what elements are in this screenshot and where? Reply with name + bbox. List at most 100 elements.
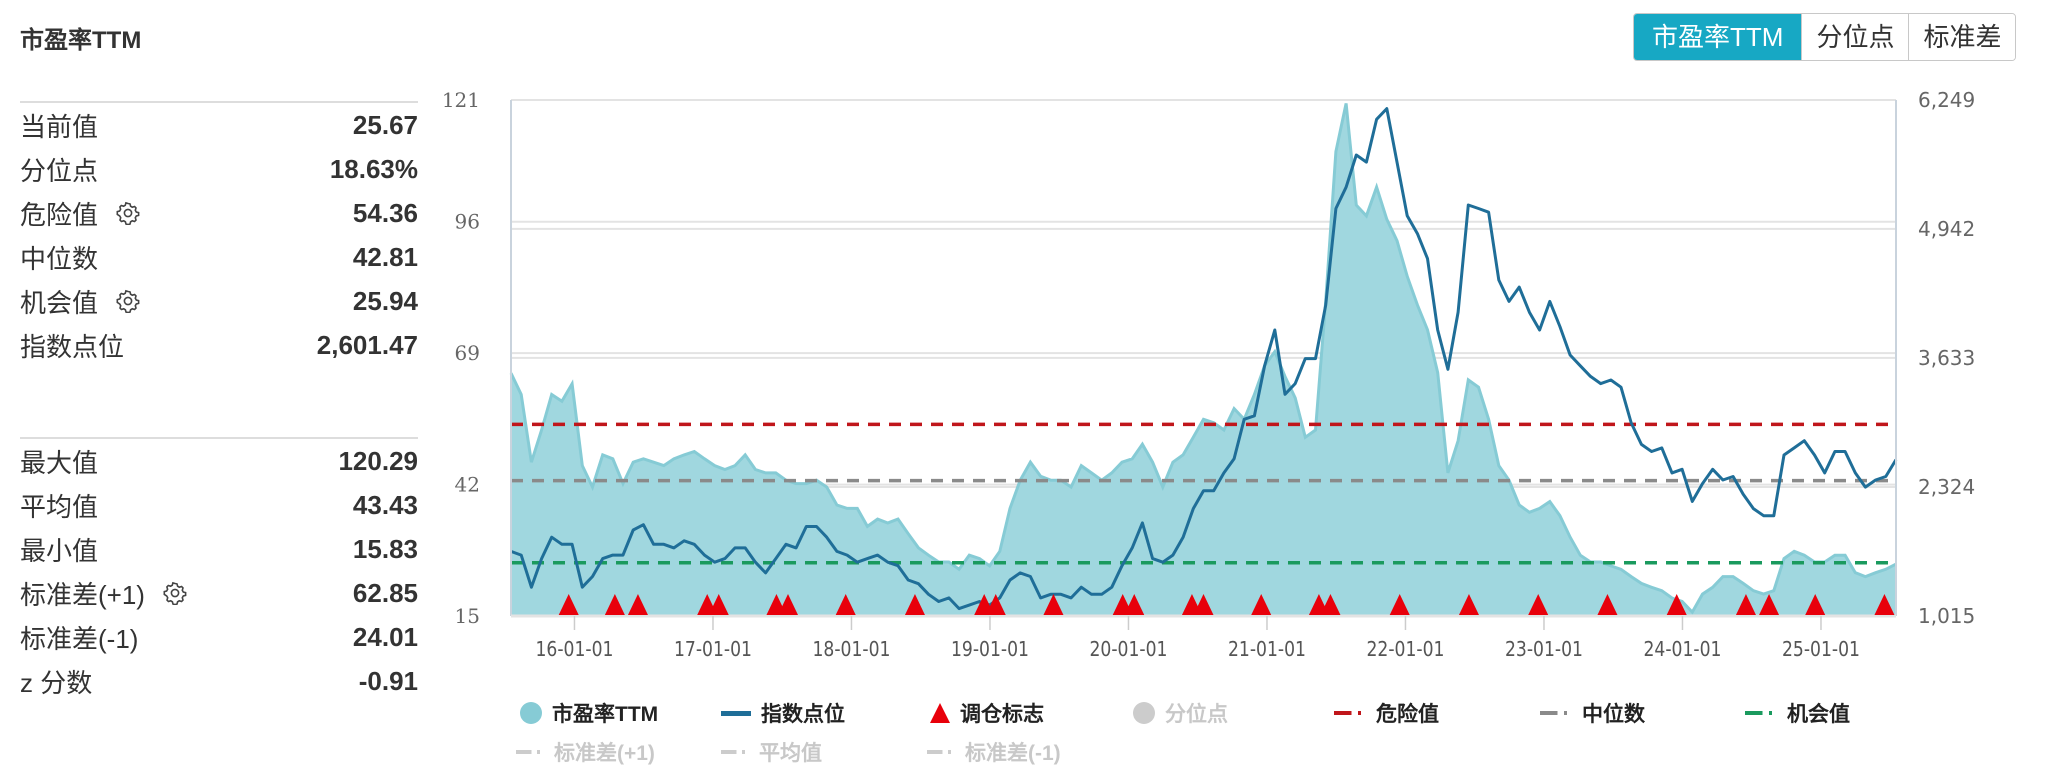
legend-label: 指数点位 (761, 703, 845, 726)
stat-label: 指数点位 (20, 331, 125, 362)
legend-item-std-plus[interactable]: 标准差(+1) (516, 737, 655, 767)
stat-label-wrap: 中位数 (20, 239, 98, 276)
stat-label-wrap: 机会值 (20, 283, 140, 320)
legend-label: 市盈率TTM (552, 703, 659, 726)
legend-item-index[interactable]: 指数点位 (721, 698, 845, 728)
divider (20, 101, 418, 103)
rebalance-marker (627, 594, 648, 615)
gear-icon[interactable] (116, 289, 140, 313)
legend-item-median[interactable]: 中位数 (1540, 698, 1645, 728)
legend-label: 中位数 (1582, 703, 1645, 726)
x-tick-label: 20-01-01 (1089, 637, 1167, 661)
stat-row: 中位数 42.81 (20, 235, 418, 279)
stat-value: 120.29 (338, 445, 418, 476)
stat-label: 最小值 (20, 535, 99, 566)
divider (20, 437, 418, 439)
legend-item-danger[interactable]: 危险值 (1334, 698, 1439, 728)
pe-ttm-line (509, 103, 1897, 615)
stat-value: 43.43 (352, 489, 418, 520)
legend-label: 机会值 (1787, 703, 1850, 726)
stat-label: 平均值 (20, 491, 99, 522)
stat-value: 25.94 (352, 285, 418, 316)
dash-icon (927, 750, 955, 754)
tab-percentile[interactable]: 分位点 (1801, 14, 1909, 60)
gear-icon[interactable] (163, 581, 187, 605)
rebalance-marker (1528, 594, 1549, 615)
x-tick-label: 22-01-01 (1366, 637, 1444, 661)
legend-item-std-minus[interactable]: 标准差(-1) (927, 737, 1061, 767)
legend-item-mean[interactable]: 平均值 (721, 737, 822, 767)
rebalance-marker (1251, 594, 1272, 615)
stat-label-wrap: 最小值 (20, 531, 98, 568)
stat-label: 标准差(+1) (20, 579, 145, 610)
left-tick-label: 96 (455, 210, 480, 234)
legend-label: 标准差(+1) (554, 742, 655, 765)
right-tick-label: 3,633 (1918, 346, 1975, 370)
stat-value: 18.63% (329, 153, 418, 184)
stat-label-wrap: 危险值 (20, 195, 140, 232)
stat-row: z 分数 -0.91 (20, 659, 418, 703)
rebalance-marker (604, 594, 625, 615)
legend-label: 标准差(-1) (965, 742, 1061, 765)
rebalance-marker (1666, 594, 1687, 615)
stat-label-wrap: 标准差(+1) (20, 575, 187, 612)
x-tick-label: 24-01-01 (1643, 637, 1721, 661)
rebalance-marker (1458, 594, 1479, 615)
stat-label-wrap: 标准差(-1) (20, 619, 138, 656)
triangle-icon (930, 703, 950, 723)
left-tick-label: 121 (442, 88, 480, 112)
x-tick-label: 16-01-01 (535, 637, 613, 661)
right-tick-label: 4,942 (1918, 217, 1975, 241)
legend-item-percentile[interactable]: 分位点 (1133, 698, 1228, 728)
metric-toggle: 市盈率TTM 分位点 标准差 (1633, 13, 2017, 61)
x-tick-label: 19-01-01 (951, 637, 1029, 661)
index-points-line (510, 107, 1898, 611)
rebalance-marker (1759, 594, 1780, 615)
legend-label: 分位点 (1165, 703, 1228, 726)
stat-label-wrap: z 分数 (20, 663, 92, 700)
stat-value: 24.01 (352, 621, 418, 652)
stat-label-wrap: 最大值 (20, 443, 98, 480)
line-icon (721, 710, 751, 716)
pe-ttm-area (511, 103, 1896, 616)
rebalance-marker (1389, 594, 1410, 615)
rebalance-marker (1874, 594, 1895, 615)
stat-label: z 分数 (20, 667, 93, 698)
legend-label: 调仓标志 (960, 703, 1044, 726)
stat-row: 分位点 18.63% (20, 147, 418, 191)
stat-label-wrap: 指数点位 (20, 327, 124, 364)
rebalance-marker (1193, 594, 1214, 615)
x-tick-label: 21-01-01 (1228, 637, 1306, 661)
stat-label-wrap: 平均值 (20, 487, 98, 524)
stat-value: 54.36 (352, 197, 418, 228)
stat-value: 62.85 (352, 577, 418, 608)
circle-icon (1133, 702, 1155, 724)
dash-icon (1745, 711, 1777, 715)
gear-icon[interactable] (116, 201, 140, 225)
tab-pe-ttm[interactable]: 市盈率TTM (1634, 14, 1802, 60)
stat-label: 标准差(-1) (20, 623, 139, 654)
stat-value: 25.67 (352, 109, 418, 140)
stat-value: 2,601.47 (316, 329, 418, 360)
right-tick-label: 1,015 (1918, 604, 1975, 628)
stat-label: 当前值 (20, 111, 99, 142)
tab-std-dev[interactable]: 标准差 (1908, 14, 2016, 60)
stat-value: 42.81 (352, 241, 418, 272)
stat-row: 最小值 15.83 (20, 527, 418, 571)
stat-value: -0.91 (358, 665, 418, 696)
rebalance-marker (1805, 594, 1826, 615)
legend-item-rebalance[interactable]: 调仓标志 (930, 698, 1044, 728)
stat-row: 平均值 43.43 (20, 483, 418, 527)
dash-icon (516, 750, 544, 754)
stat-row: 标准差(-1) 24.01 (20, 615, 418, 659)
dash-icon (1540, 711, 1572, 715)
stat-label: 危险值 (20, 199, 99, 230)
stat-value: 15.83 (352, 533, 418, 564)
stat-label: 最大值 (20, 447, 99, 478)
rebalance-marker (778, 594, 798, 615)
legend-label: 平均值 (759, 742, 822, 765)
legend-item-pe[interactable]: 市盈率TTM (520, 698, 658, 728)
x-tick-label: 23-01-01 (1505, 637, 1583, 661)
legend-item-chance[interactable]: 机会值 (1745, 698, 1850, 728)
